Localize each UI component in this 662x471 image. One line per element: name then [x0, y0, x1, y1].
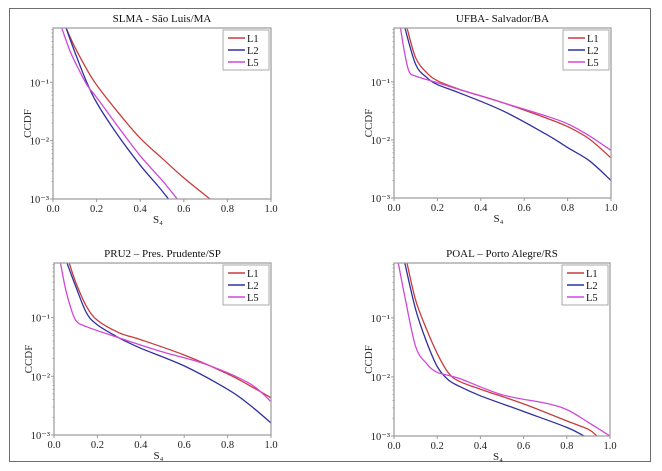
x-tick-label: 0.0: [387, 441, 400, 452]
x-tick-label: 0.8: [561, 203, 574, 214]
legend-label-L5: L5: [587, 58, 599, 69]
subplot-4: POAL – Porto Alegre/RS 0.0 0.2 0.4 0.6 0.8 1.0…: [363, 248, 617, 463]
x-tick-label: 0.8: [560, 441, 573, 452]
legend-label-L1: L1: [247, 269, 259, 280]
subplot-2: UFBA- Salvador/BA 0.0 0.2 0.4 0.6 0.8 1.0 10⁻¹ 1…: [363, 13, 618, 225]
x-tick-label: 0.6: [178, 440, 191, 451]
plot-area-border: [393, 27, 612, 199]
legend-label-L2: L2: [587, 46, 599, 57]
series-line-L5: [61, 28, 178, 199]
series-line-L2: [404, 263, 585, 436]
y-tick-label: 10⁻³: [30, 195, 49, 206]
x-tick-label: 0.6: [517, 441, 530, 452]
subplot-3: PRU2 – Pres. Prudente/SP 0.0 0.2 0.4 0.6 0.8 1…: [23, 248, 278, 462]
y-axis-label: CCDF: [22, 109, 34, 138]
subplot-title: UFBA- Salvador/BA: [456, 13, 549, 25]
x-tick-label: 1.0: [604, 203, 617, 214]
x-tick-label: 0.6: [177, 204, 190, 215]
legend-label-L1: L1: [247, 34, 259, 45]
series-line-L5: [59, 263, 271, 403]
series-line-L1: [65, 28, 211, 199]
x-tick-label: 0.2: [431, 203, 444, 214]
series-line-L5: [397, 263, 610, 436]
x-tick-label: 0.4: [474, 203, 488, 214]
x-tick-label: 0.2: [431, 441, 444, 452]
x-tick-label: 0.0: [47, 440, 60, 451]
series-line-L2: [65, 28, 170, 199]
series-line-L5: [399, 28, 611, 151]
y-tick-label: 10⁻³: [371, 432, 390, 443]
x-tick-label: 0.8: [221, 440, 234, 451]
legend-label-L1: L1: [587, 34, 599, 45]
figure-frame: [9, 8, 651, 462]
y-tick-label: 10⁻¹: [371, 78, 390, 89]
legend-label-L2: L2: [247, 46, 259, 57]
x-axis-label: S₄: [493, 451, 503, 463]
x-tick-label: 1.0: [264, 204, 277, 215]
plot-area-border: [393, 262, 611, 437]
x-tick-label: 0.2: [90, 204, 103, 215]
x-axis-label: S₄: [154, 450, 164, 462]
subplot-title: PRU2 – Pres. Prudente/SP: [104, 248, 221, 260]
x-tick-label: 0.4: [134, 204, 148, 215]
series-line-L1: [406, 263, 598, 436]
y-tick-label: 10⁻³: [31, 431, 50, 442]
x-tick-label: 0.2: [91, 440, 104, 451]
subplot-1: SLMA - São Luis/MA 0.0 0.2 0.4 0.6 0.8 1.0 10⁻¹…: [22, 13, 278, 226]
x-tick-label: 0.4: [134, 440, 148, 451]
y-tick-label: 10⁻²: [30, 137, 49, 148]
x-tick-label: 0.0: [46, 204, 59, 215]
x-tick-label: 1.0: [264, 440, 277, 451]
legend-label-L5: L5: [586, 293, 598, 304]
y-tick-label: 10⁻¹: [30, 78, 49, 89]
legend-label-L5: L5: [247, 293, 259, 304]
y-tick-label: 10⁻²: [371, 136, 390, 147]
legend-label-L2: L2: [247, 281, 259, 292]
plot-area-border: [52, 27, 272, 200]
x-axis-label: S₄: [153, 214, 163, 226]
series-line-L2: [404, 28, 611, 181]
subplot-title: SLMA - São Luis/MA: [113, 13, 212, 25]
y-tick-label: 10⁻²: [31, 372, 50, 383]
x-tick-label: 0.8: [221, 204, 234, 215]
x-tick-label: 0.0: [387, 203, 400, 214]
y-axis-label: CCDF: [23, 345, 35, 374]
series-line-L1: [68, 263, 271, 399]
x-tick-label: 0.6: [518, 203, 531, 214]
series-line-L2: [66, 263, 271, 424]
y-tick-label: 10⁻²: [371, 373, 390, 384]
subplot-title: POAL – Porto Alegre/RS: [446, 248, 558, 260]
legend-label-L5: L5: [247, 58, 259, 69]
x-tick-label: 1.0: [603, 441, 616, 452]
y-axis-label: CCDF: [363, 109, 375, 138]
legend-label-L2: L2: [586, 281, 598, 292]
y-tick-label: 10⁻³: [371, 194, 390, 205]
y-axis-label: CCDF: [363, 345, 375, 374]
y-tick-label: 10⁻¹: [31, 314, 50, 325]
y-tick-label: 10⁻¹: [371, 314, 390, 325]
plot-area-border: [53, 262, 272, 436]
x-tick-label: 0.4: [474, 441, 488, 452]
legend-label-L1: L1: [586, 269, 598, 280]
x-axis-label: S₄: [494, 213, 504, 225]
